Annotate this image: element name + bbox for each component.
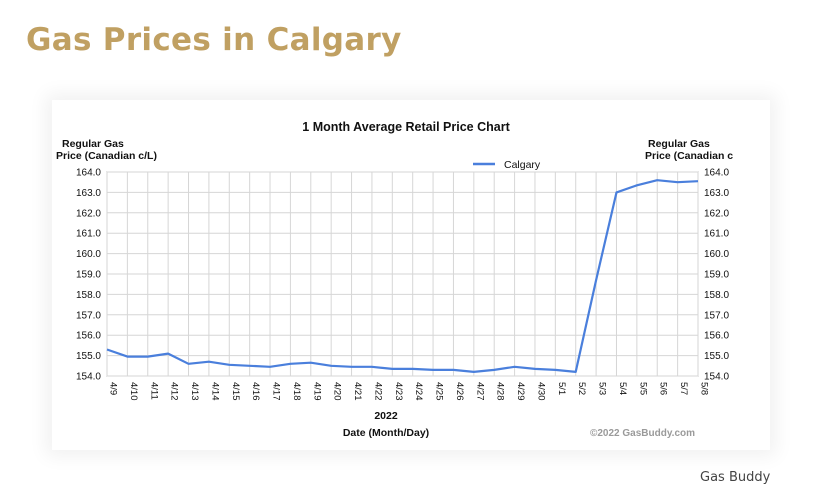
y-axis-label-right-line2: Price (Canadian c [645,150,733,162]
x-tick-label: 4/13 [189,382,200,401]
y-tick-label-left: 157.0 [76,310,101,321]
x-tick-label: 5/5 [637,382,648,395]
y-tick-label-right: 160.0 [704,249,729,260]
x-tick-label: 4/15 [230,382,241,401]
x-tick-label: 5/8 [699,382,710,395]
y-tick-label-left: 160.0 [76,249,101,260]
y-tick-label-right: 155.0 [704,351,729,362]
y-tick-label-left: 159.0 [76,270,101,281]
y-tick-label-right: 163.0 [704,188,729,199]
x-tick-label: 4/28 [495,382,506,401]
x-tick-label: 4/14 [209,382,220,401]
y-tick-label-right: 156.0 [704,331,729,342]
y-tick-label-left: 163.0 [76,188,101,199]
x-tick-label: 5/3 [597,382,608,395]
x-tick-label: 4/30 [535,382,546,401]
x-tick-label: 4/19 [311,382,322,401]
y-axis-label-right-line1: Regular Gas [648,138,710,150]
x-tick-label: 4/23 [393,382,404,401]
x-tick-label: 5/6 [658,382,669,395]
footer-brand: Gas Buddy [700,470,771,485]
page-title: Gas Prices in Calgary [26,22,402,58]
y-tick-label-right: 164.0 [704,168,729,179]
x-tick-label: 4/17 [271,382,282,401]
x-tick-label: 4/16 [250,382,261,401]
series-layer [106,179,699,373]
price-chart: 1 Month Average Retail Price Chart Regul… [52,100,770,450]
y-tick-label-left: 164.0 [76,168,101,179]
y-axis-label-left-line2: Price (Canadian c/L) [56,150,157,162]
y-tick-label-left: 161.0 [76,229,101,240]
y-tick-label-right: 159.0 [704,270,729,281]
series-line-calgary [106,179,699,373]
y-tick-label-right: 154.0 [704,372,729,383]
y-tick-label-left: 156.0 [76,331,101,342]
x-axis-label: Date (Month/Day) [343,427,429,439]
x-tick-label: 5/4 [617,382,628,395]
y-tick-label-left: 154.0 [76,372,101,383]
grid-lines [106,171,699,377]
x-tick-label: 4/24 [413,382,424,401]
y-tick-label-right: 157.0 [704,310,729,321]
x-tick-label: 5/2 [576,382,587,395]
x-tick-label: 4/9 [108,382,119,395]
y-tick-label-right: 161.0 [704,229,729,240]
x-tick-label: 5/7 [678,382,689,395]
axis-ticks: 154.0 154.0 155.0 155.0 156.0 156.0 157.0 157.0… [76,168,729,401]
y-tick-label-left: 155.0 [76,351,101,362]
x-tick-label: 4/20 [332,382,343,401]
x-tick-label: 4/26 [454,382,465,401]
x-tick-label: 4/11 [148,382,159,400]
y-tick-label-right: 162.0 [704,208,729,219]
x-tick-label: 4/18 [291,382,302,401]
x-tick-label: 4/22 [372,382,383,401]
x-tick-label: 4/12 [169,382,180,401]
x-tick-label: 4/29 [515,382,526,401]
x-tick-label: 4/21 [352,382,363,401]
y-tick-label-right: 158.0 [704,290,729,301]
price-chart-svg: 1 Month Average Retail Price Chart Regul… [56,120,733,439]
x-tick-label: 4/27 [474,382,485,401]
x-tick-label: 4/25 [434,382,445,401]
y-axis-label-left-line1: Regular Gas [62,138,124,150]
chart-title: 1 Month Average Retail Price Chart [302,120,510,134]
legend-label: Calgary [504,159,541,171]
y-tick-label-left: 158.0 [76,290,101,301]
x-axis-year-label: 2022 [374,410,398,422]
x-tick-label: 4/10 [128,382,139,401]
copyright-text: ©2022 GasBuddy.com [590,428,695,439]
y-tick-label-left: 162.0 [76,208,101,219]
x-tick-label: 5/1 [556,382,567,395]
